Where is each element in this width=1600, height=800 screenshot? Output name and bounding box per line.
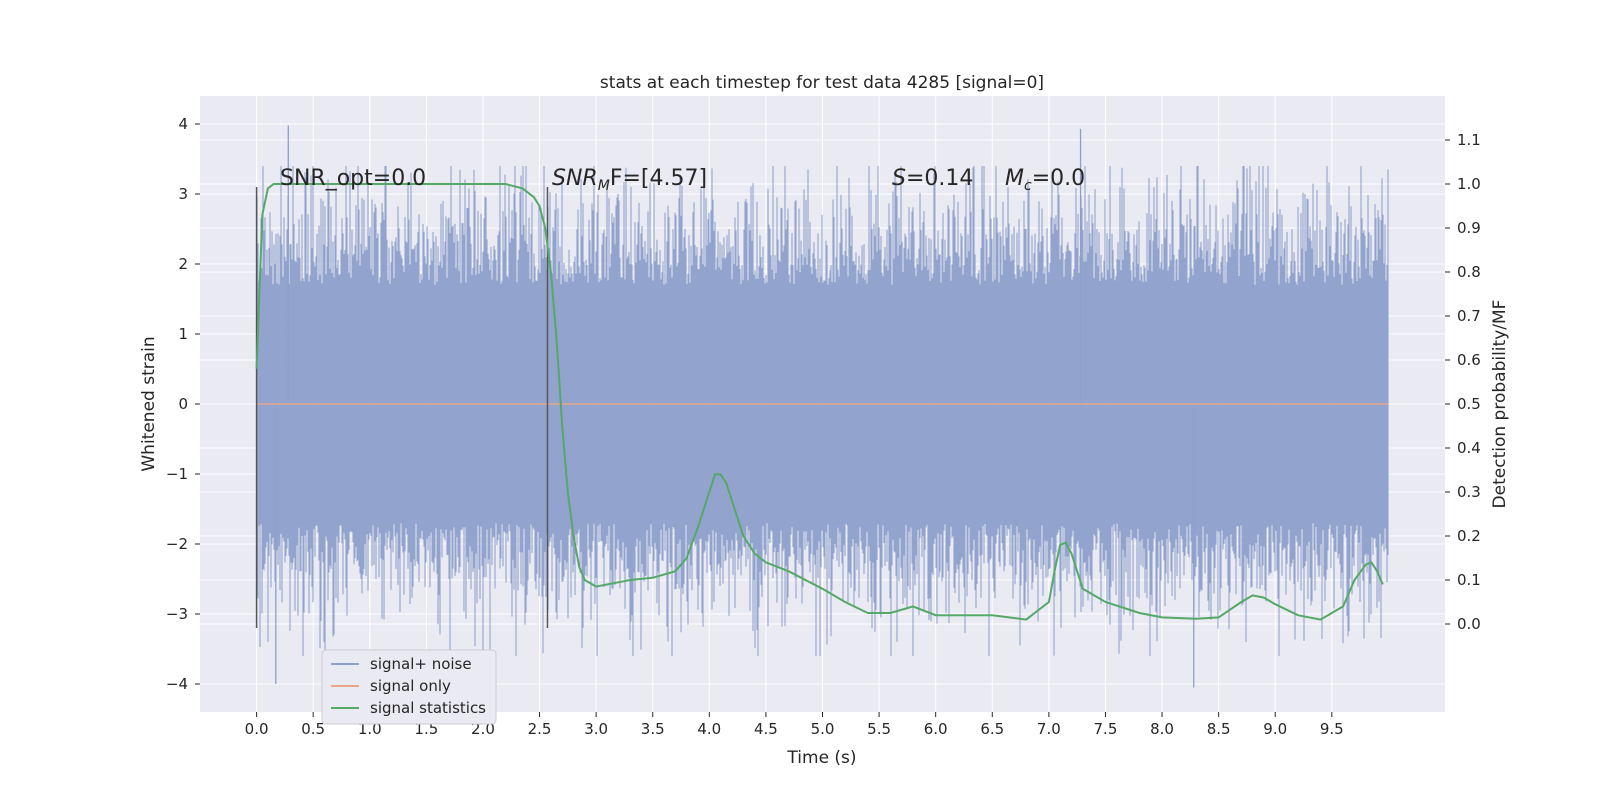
stats-line: [255, 183, 1384, 621]
x-tick-label: 4.5: [754, 720, 778, 738]
y-tick-label: −4: [166, 675, 188, 693]
x-ticks: 0.0 0.5 1.0 1.5 2.0 2.5 3.0 3.5 4.0 4.5 5.0 5.5 6.0 6…: [245, 712, 1344, 738]
y-tick-label: −1: [166, 465, 188, 483]
annotation-snr-mf: SNRMF=[4.57]: [552, 166, 707, 194]
y-tick-label: 0: [178, 395, 188, 413]
y-right-tick-label: 0.1: [1457, 571, 1481, 589]
mc-value: =0.0: [1032, 166, 1085, 191]
y-right-tick-label: 0.7: [1457, 307, 1481, 325]
x-axis-label: Time (s): [786, 748, 856, 768]
y-tick-label: 1: [178, 325, 188, 343]
y-right-tick-label: 0.0: [1457, 615, 1481, 633]
x-tick-label: 8.5: [1207, 720, 1231, 738]
x-tick-label: 9.5: [1320, 720, 1344, 738]
legend-label-stats: signal statistics: [370, 699, 486, 717]
annotation-s: S=0.14: [892, 166, 973, 191]
s-label: S: [892, 166, 906, 191]
y-right-tick-label: 0.5: [1457, 395, 1481, 413]
y-axis-label-right: Detection probability/MF: [1490, 300, 1510, 509]
x-tick-label: 0.5: [301, 720, 325, 738]
y-tick-label: 2: [178, 255, 188, 273]
x-tick-label: 7.0: [1037, 720, 1061, 738]
x-tick-label: 0.0: [245, 720, 269, 738]
y-right-tick-label: 0.9: [1457, 219, 1481, 237]
noise-series: [256, 125, 1389, 688]
annotation-mc: Mc=0.0: [1005, 166, 1085, 194]
x-tick-label: 3.5: [641, 720, 665, 738]
stats-series: [255, 183, 1384, 621]
legend-box: [321, 649, 497, 725]
vertical-lines: [255, 187, 549, 628]
x-tick-label: 7.5: [1094, 720, 1118, 738]
y-right-tick-label: 1.0: [1457, 175, 1481, 193]
s-value: =0.14: [906, 166, 973, 191]
y-right-tick-label: 1.1: [1457, 131, 1481, 149]
y-right-tick-label: 0.8: [1457, 263, 1481, 281]
y-right-tick-label: 0.4: [1457, 439, 1481, 457]
mc-label: M: [1005, 166, 1024, 191]
y-ticks-right: 1.1 1.0 0.9 0.8 0.7 0.6 0.5 0.4 0.3 0.2 0.1 0.0: [1445, 131, 1481, 633]
legend-label-signal: signal only: [370, 677, 451, 695]
snr-mf-main: SNR: [552, 166, 598, 191]
mc-sub: c: [1024, 178, 1032, 194]
chart-title: stats at each timestep for test data 428…: [600, 73, 1044, 93]
legend-label-noise: signal+ noise: [370, 655, 472, 673]
y-tick-label: 4: [178, 115, 188, 133]
x-tick-label: 6.0: [924, 720, 948, 738]
y-right-tick-label: 0.3: [1457, 483, 1481, 501]
y-right-tick-label: 0.6: [1457, 351, 1481, 369]
x-tick-label: 9.0: [1263, 720, 1287, 738]
annotation-snr-opt: SNR_opt=0.0: [280, 166, 426, 191]
snr-mf-sub: M: [598, 178, 610, 194]
x-tick-label: 2.5: [528, 720, 552, 738]
y-tick-label: −3: [166, 605, 188, 623]
x-tick-label: 5.0: [811, 720, 835, 738]
x-tick-label: 6.5: [980, 720, 1004, 738]
x-tick-label: 3.0: [584, 720, 608, 738]
legend: signal+ noise signal only signal statist…: [321, 649, 497, 725]
y-right-tick-label: 0.2: [1457, 527, 1481, 545]
y-tick-label: 3: [178, 185, 188, 203]
x-tick-label: 8.0: [1150, 720, 1174, 738]
x-tick-label: 4.0: [697, 720, 721, 738]
y-axis-label-left: Whitened strain: [139, 336, 159, 471]
x-tick-label: 5.5: [867, 720, 891, 738]
y-ticks-left: 4 3 2 1 0 −1 −2 −3 −4: [166, 115, 200, 693]
y-tick-label: −2: [166, 535, 188, 553]
snr-mf-rest: F=[4.57]: [610, 166, 707, 191]
